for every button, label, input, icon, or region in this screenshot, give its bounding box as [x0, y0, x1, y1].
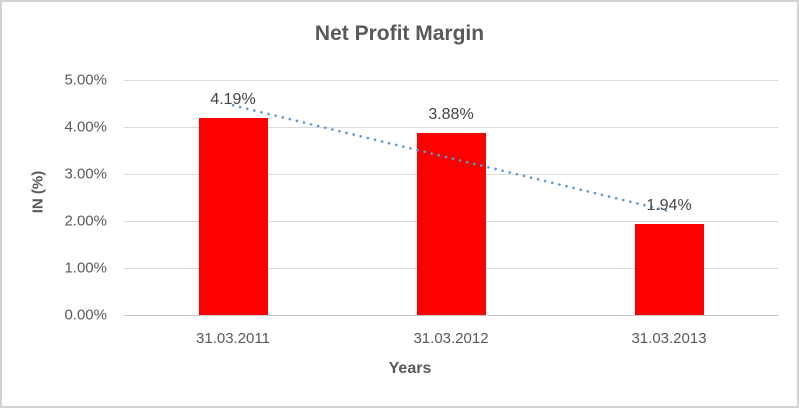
- x-axis-title: Years: [388, 360, 432, 377]
- bar-31.03.2011: [198, 118, 268, 315]
- x-tick-label: 31.03.2013: [631, 330, 707, 347]
- x-tick-label: 31.03.2011: [196, 330, 270, 347]
- y-tick-label: 5.00%: [64, 71, 107, 89]
- x-tick-label: 31.03.2012: [413, 330, 489, 347]
- data-label: 1.94%: [646, 197, 692, 214]
- bar-31.03.2012: [416, 133, 486, 315]
- y-tick-label: 0.00%: [64, 306, 107, 324]
- chart-title: Net Profit Margin: [314, 22, 485, 45]
- bar-31.03.2013: [634, 224, 704, 315]
- data-label: 3.88%: [428, 106, 474, 123]
- y-tick-label: 1.00%: [64, 259, 107, 277]
- data-label: 4.19%: [210, 91, 256, 108]
- y-tick-label: 3.00%: [64, 165, 107, 183]
- y-tick-label: 2.00%: [64, 212, 107, 230]
- x-axis-line: [124, 315, 778, 316]
- y-tick-label: 4.00%: [64, 118, 107, 136]
- gridline: [124, 80, 778, 81]
- plot-area: [124, 80, 778, 316]
